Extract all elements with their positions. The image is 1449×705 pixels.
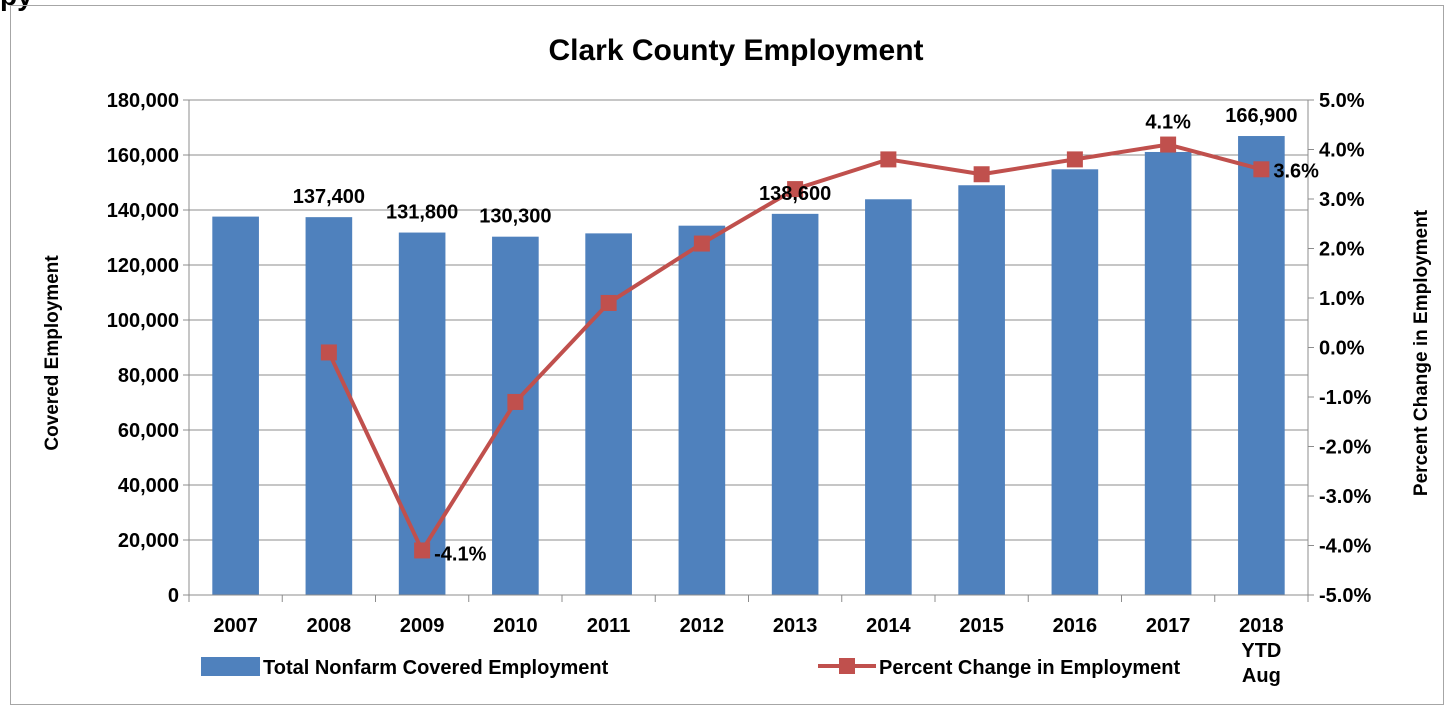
y2-tick-label: 5.0%	[1319, 90, 1365, 112]
bar	[212, 216, 259, 595]
x-tick-label: 2014	[866, 615, 911, 637]
bar-series	[212, 136, 1285, 596]
line-data-label: 4.1%	[1145, 112, 1191, 134]
x-tick-label: 2010	[493, 615, 538, 637]
x-tick-label: 2012	[680, 615, 725, 637]
axes: 0 20,000 40,000 60,000 80,000 100,000 120,000 1…	[107, 90, 1372, 687]
legend-line-label: Percent Change in Employment	[879, 657, 1181, 679]
line-marker	[1253, 161, 1270, 178]
y-tick-label: 100,000	[107, 310, 179, 332]
y2-tick-label: -5.0%	[1319, 585, 1371, 607]
legend-bar-swatch	[201, 657, 260, 676]
y2-tick-label: -3.0%	[1319, 486, 1371, 508]
bar	[865, 199, 912, 595]
line-marker	[414, 542, 431, 559]
y-tick-label: 140,000	[107, 200, 179, 222]
legend-bar-label: Total Nonfarm Covered Employment	[263, 657, 609, 679]
y-tick-label: 60,000	[118, 420, 179, 442]
y2-tick-label: 2.0%	[1319, 239, 1365, 261]
y-tick-label: 120,000	[107, 255, 179, 277]
legend-line-marker	[839, 658, 855, 674]
x-tick-label: 2008	[307, 615, 352, 637]
line-marker	[1160, 136, 1177, 153]
bar	[1051, 169, 1099, 596]
x-tick-label: 2015	[959, 615, 1004, 637]
y2-tick-label: 1.0%	[1319, 288, 1365, 310]
bar-data-label: 130,300	[479, 206, 551, 228]
x-tick-label: 2007	[213, 615, 258, 637]
bar	[398, 232, 446, 596]
x-tick-label: 2011	[587, 615, 630, 637]
x-tick-label: 2016	[1053, 615, 1098, 637]
data-labels: 137,400 131,800 130,300 138,600 166,900 -4.1%…	[293, 105, 1319, 565]
x-tick-label: Aug	[1242, 665, 1281, 687]
bar	[492, 236, 539, 596]
x-tick-label: YTD	[1241, 640, 1281, 662]
line-marker	[880, 151, 897, 168]
line-marker	[787, 181, 804, 198]
bar	[958, 185, 1005, 595]
line-marker	[693, 235, 710, 252]
y-tick-label: 40,000	[118, 475, 179, 497]
line-marker	[1066, 151, 1083, 168]
bar-data-label: 131,800	[386, 202, 458, 224]
y-tick-label: 80,000	[118, 365, 179, 387]
line-data-label: 3.6%	[1273, 160, 1319, 182]
bar	[1238, 136, 1285, 595]
y-tick-label: 0	[168, 585, 179, 607]
employment-chart: Clark County Employment 0 20,000 40,000 60,…	[42, 34, 1432, 687]
bar	[585, 233, 632, 595]
chart-frame: Clark County Employment 0 20,000 40,000 60,…	[10, 5, 1444, 705]
bar	[771, 213, 819, 595]
y2-tick-label: -1.0%	[1319, 387, 1371, 409]
y2-tick-label: 3.0%	[1319, 189, 1365, 211]
line-series	[320, 136, 1270, 559]
line-marker	[973, 166, 990, 183]
line-data-label: -4.1%	[434, 543, 486, 565]
bar-data-label: 138,600	[759, 183, 831, 205]
y2-tick-label: 4.0%	[1319, 140, 1365, 162]
y-tick-label: 180,000	[107, 90, 179, 112]
y2-tick-label: -4.0%	[1319, 536, 1371, 558]
y-tick-label: 160,000	[107, 145, 179, 167]
line-marker	[320, 344, 337, 361]
gridlines	[189, 99, 1308, 596]
x-tick-label: 2009	[400, 615, 445, 637]
chart-title: Clark County Employment	[548, 34, 923, 67]
y-tick-label: 20,000	[118, 530, 179, 552]
line-marker	[507, 393, 524, 410]
bar	[305, 217, 353, 595]
x-tick-label: 2018	[1239, 615, 1284, 637]
bar	[678, 225, 726, 596]
y-axis-title: Covered Employment	[42, 255, 63, 451]
y2-axis-title: Percent Change in Employment	[1411, 209, 1432, 496]
x-tick-label: 2017	[1146, 615, 1191, 637]
legend: Total Nonfarm Covered Employment Percent…	[201, 657, 1181, 679]
bar	[1144, 151, 1192, 595]
bar-data-label: 166,900	[1225, 105, 1297, 127]
x-tick-label: 2013	[773, 615, 818, 637]
bar-data-label: 137,400	[293, 186, 365, 208]
line-marker	[600, 294, 617, 311]
y2-tick-label: 0.0%	[1319, 338, 1365, 360]
y2-tick-label: -2.0%	[1319, 437, 1371, 459]
